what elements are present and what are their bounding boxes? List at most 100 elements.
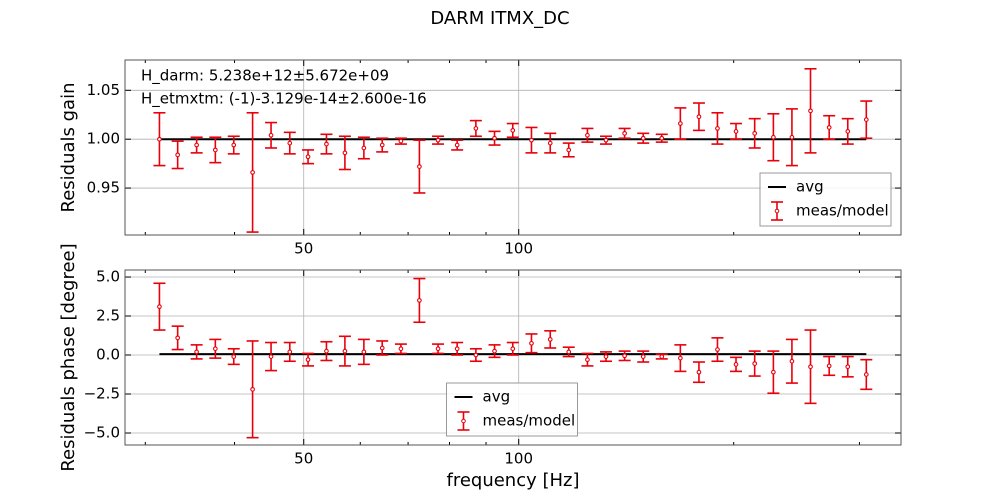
- annotation: H_etmxtm: (-1)-3.129e-14±2.600e-16: [141, 90, 427, 109]
- point: [342, 150, 348, 156]
- point: [492, 135, 497, 141]
- point: [603, 354, 609, 359]
- legend-box: [759, 172, 892, 227]
- point: [231, 142, 237, 148]
- legend-label: meas/model: [796, 202, 889, 220]
- point: [510, 128, 516, 133]
- point: [789, 358, 795, 364]
- point: [435, 137, 441, 143]
- legend-label: avg: [796, 178, 824, 196]
- point: [324, 348, 329, 354]
- point: [678, 355, 683, 361]
- point: [640, 354, 646, 359]
- point: [752, 361, 758, 366]
- point: [566, 147, 572, 153]
- point: [547, 337, 553, 342]
- y-tick-label: 5.0: [96, 268, 120, 286]
- point: [585, 357, 590, 363]
- point: [585, 132, 590, 138]
- point: [361, 349, 367, 355]
- point: [603, 137, 609, 143]
- point: [863, 372, 869, 377]
- point: [324, 141, 329, 147]
- point: [342, 348, 348, 354]
- point: [157, 304, 162, 310]
- legend-label: meas/model: [483, 412, 576, 430]
- point: [398, 138, 404, 144]
- point: [622, 353, 627, 359]
- point: [379, 345, 385, 351]
- point: [733, 362, 739, 367]
- point: [361, 145, 367, 151]
- point: [771, 134, 776, 140]
- legend-key: [774, 208, 780, 214]
- y-tick-label: 2.5: [96, 307, 120, 325]
- x-tick-label: 50: [294, 450, 313, 468]
- point: [696, 114, 702, 120]
- point: [473, 126, 479, 131]
- point: [863, 117, 869, 122]
- y-tick-label: −5.0: [84, 423, 120, 441]
- annotation: H_darm: 5.238e+12±5.672e+09: [141, 67, 389, 86]
- point: [250, 386, 255, 392]
- point: [529, 340, 534, 346]
- point: [826, 125, 832, 130]
- point: [826, 363, 832, 369]
- point: [659, 354, 665, 359]
- point: [175, 335, 181, 341]
- point: [640, 135, 646, 141]
- y-axis-label: Residuals gain: [58, 83, 79, 213]
- point: [417, 164, 422, 169]
- point: [212, 346, 218, 352]
- axes-frame: [124, 59, 902, 236]
- legend-label: avg: [483, 388, 511, 406]
- point: [510, 346, 516, 352]
- point: [659, 135, 665, 141]
- point: [250, 170, 255, 175]
- point: [435, 346, 441, 352]
- x-axis-label: frequency [Hz]: [446, 470, 579, 491]
- point: [157, 136, 162, 142]
- point: [287, 140, 293, 146]
- point: [305, 154, 311, 160]
- point: [678, 121, 683, 126]
- legend-key: [461, 418, 466, 424]
- y-tick-label: 0.0: [96, 346, 120, 364]
- y-axis-label: Residuals phase [degree]: [58, 243, 79, 471]
- point: [547, 140, 553, 146]
- point: [622, 130, 627, 136]
- x-tick-label: 100: [504, 240, 533, 258]
- point: [194, 349, 199, 355]
- point: [808, 364, 813, 370]
- point: [492, 348, 497, 354]
- point: [845, 364, 851, 370]
- y-tick-label: −2.5: [84, 384, 120, 402]
- point: [808, 108, 813, 114]
- y-tick-label: 1.05: [87, 81, 120, 99]
- x-tick-label: 50: [294, 240, 313, 258]
- point: [529, 137, 534, 143]
- point: [789, 134, 795, 140]
- figure-title: DARM ITMX_DC: [430, 8, 569, 29]
- point: [175, 152, 181, 158]
- axes-frame: [124, 269, 902, 446]
- point: [194, 142, 199, 148]
- x-tick-label: 100: [504, 450, 533, 468]
- point: [268, 132, 274, 138]
- legend-box: [446, 382, 578, 437]
- point: [398, 346, 404, 352]
- point: [454, 346, 460, 352]
- point: [454, 142, 460, 148]
- point: [566, 349, 572, 355]
- point: [417, 298, 422, 303]
- point: [696, 369, 702, 375]
- y-tick-label: 1.00: [87, 130, 120, 148]
- point: [212, 147, 218, 153]
- y-tick-label: 0.95: [87, 179, 120, 197]
- point: [305, 357, 311, 363]
- point: [733, 129, 739, 134]
- point: [379, 142, 385, 148]
- point: [715, 347, 720, 352]
- point: [771, 369, 776, 375]
